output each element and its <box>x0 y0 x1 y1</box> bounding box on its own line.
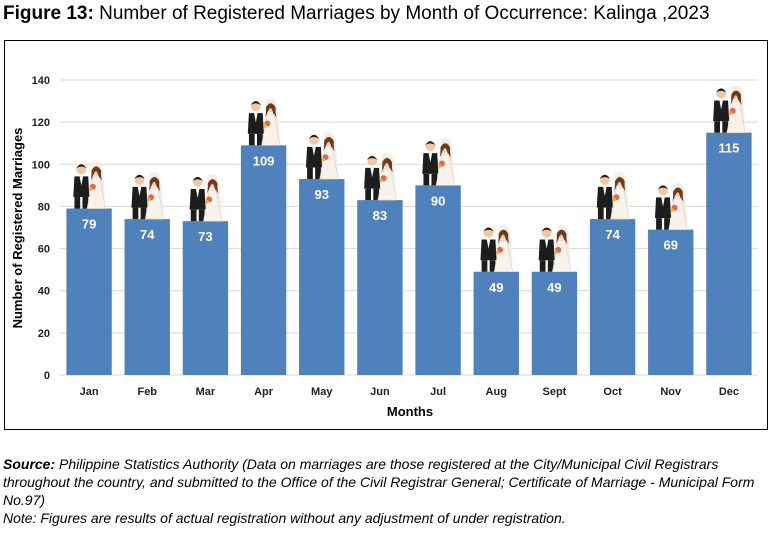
registration-note: Note: Figures are results of actual regi… <box>3 510 566 526</box>
data-label: 74 <box>605 227 620 242</box>
x-tick-label: Sept <box>542 386 566 398</box>
x-tick-label: Feb <box>137 386 157 398</box>
chart-frame <box>4 40 768 430</box>
bride-and-groom-icon <box>421 137 456 186</box>
y-tick-label: 120 <box>32 117 50 129</box>
y-tick-label: 100 <box>32 159 50 171</box>
source-text: Philippine Statistics Authority (Data on… <box>3 456 755 508</box>
bar-jun <box>357 200 403 375</box>
data-label: 115 <box>718 141 739 156</box>
bar-mar <box>182 221 229 375</box>
x-tick-label: Dec <box>719 386 739 398</box>
x-tick-label: Jan <box>80 386 99 398</box>
data-label: 69 <box>664 238 678 253</box>
bar-apr <box>240 145 287 375</box>
data-label: 49 <box>547 280 561 295</box>
y-tick-label: 20 <box>38 328 50 340</box>
y-tick-label: 80 <box>38 201 50 213</box>
x-tick-label: Nov <box>660 386 682 398</box>
data-label: 109 <box>253 153 275 168</box>
x-tick-label: Jul <box>430 386 446 398</box>
bar-feb <box>124 219 170 375</box>
x-axis-title: Months <box>387 404 433 419</box>
figure-title: Figure 13: Number of Registered Marriage… <box>3 3 710 25</box>
y-tick-label: 0 <box>44 370 50 382</box>
bride-and-groom-icon <box>130 171 165 220</box>
bride-and-groom-icon <box>596 171 630 220</box>
data-label: 83 <box>373 208 387 223</box>
bar-sept <box>531 271 578 375</box>
figure-title-text: Number of Registered Marriages by Month … <box>99 3 710 24</box>
source-label: Source: <box>3 456 56 472</box>
source-note: Source: Philippine Statistics Authority … <box>3 455 763 527</box>
bar-chart: 0 20 40 60 80 100 120 140 79 74 73 109 93 83 90 49 49 74… <box>10 75 758 419</box>
y-tick-label: 60 <box>38 244 50 256</box>
source-line: Source: Philippine Statistics Authority … <box>3 455 763 509</box>
data-label: 79 <box>82 217 96 232</box>
y-tick-label: 40 <box>38 286 50 298</box>
data-label: 73 <box>198 229 212 244</box>
x-axis: Jan Feb Mar Apr May Jun Jul Aug Sept Oct Nov Dec <box>80 386 739 398</box>
x-tick-label: May <box>311 386 333 398</box>
bar-oct <box>589 219 636 375</box>
bar-dec <box>706 132 752 375</box>
bars: 79 74 73 109 93 83 90 49 49 74 69 115 <box>66 85 752 375</box>
x-tick-label: Aug <box>486 386 507 398</box>
x-tick-label: Jun <box>370 386 390 398</box>
y-tick-label: 140 <box>32 75 50 87</box>
bar-jul <box>415 185 461 375</box>
bride-and-groom-icon <box>712 85 746 134</box>
data-label: 49 <box>489 280 503 295</box>
bar-may <box>299 179 345 375</box>
grid-lines <box>60 79 758 376</box>
x-tick-label: Apr <box>254 386 274 398</box>
bride-and-groom-icon <box>363 152 397 201</box>
bride-and-groom-icon <box>72 160 107 210</box>
bar-jan <box>66 208 112 375</box>
y-axis-title: Number of Registered Marriages <box>10 128 25 329</box>
bride-and-groom-icon <box>305 131 339 180</box>
bride-and-groom-icon <box>189 173 223 222</box>
y-axis: 0 20 40 60 80 100 120 140 <box>32 75 50 382</box>
bar-aug <box>473 271 519 375</box>
data-label: 74 <box>140 227 155 242</box>
bar-nov <box>648 229 694 375</box>
figure-number: Figure 13: <box>3 3 94 24</box>
x-tick-label: Mar <box>196 386 216 398</box>
data-label: 90 <box>431 193 445 208</box>
x-tick-label: Oct <box>603 386 622 398</box>
data-label: 93 <box>315 187 329 202</box>
